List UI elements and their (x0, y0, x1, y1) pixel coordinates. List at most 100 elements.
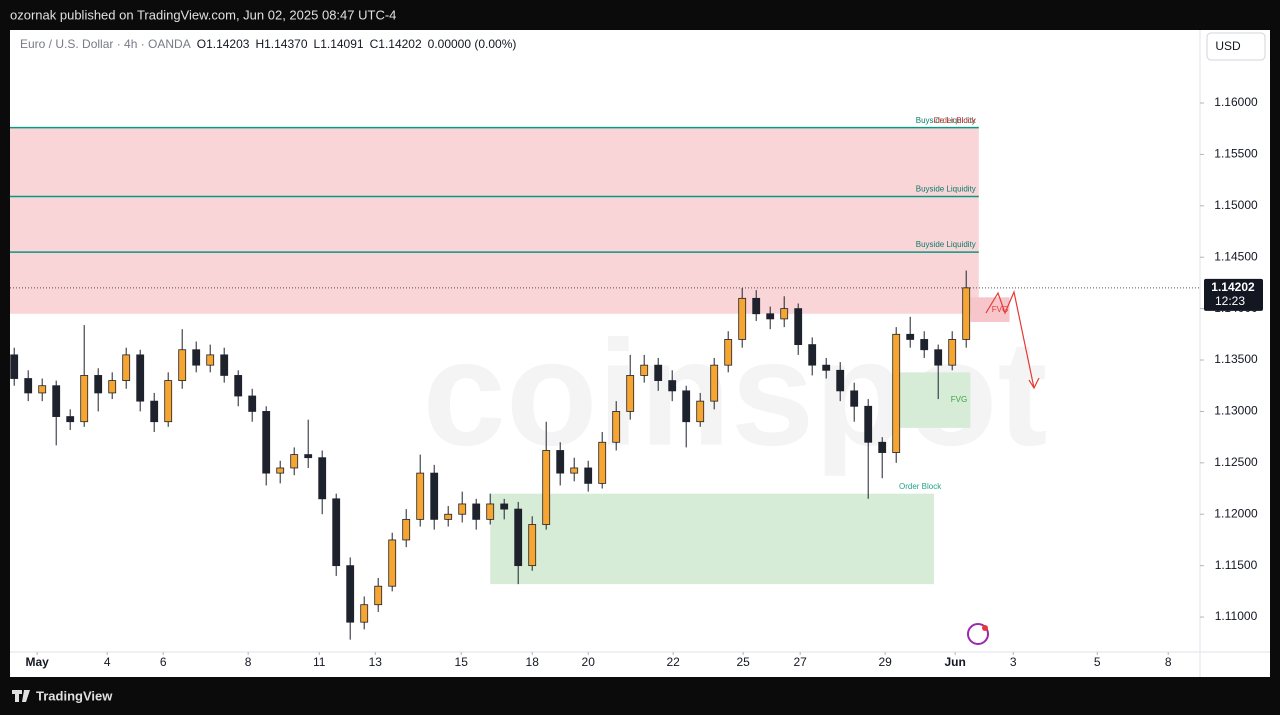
candle-body (920, 339, 929, 351)
candle-body (962, 287, 971, 340)
projection-arrow (985, 290, 1035, 389)
x-tick-label: 25 (737, 655, 751, 669)
candle-body (262, 411, 271, 474)
candle-body (738, 297, 747, 340)
ohlc-value: 1.14091 (320, 37, 364, 51)
candle-body (234, 375, 243, 397)
candle-body (514, 508, 523, 567)
candle-body (52, 385, 61, 417)
candle-body (136, 354, 145, 402)
alert-icon[interactable] (967, 623, 989, 645)
candle-body (598, 441, 607, 484)
candle-body (500, 503, 509, 510)
x-tick-label: 15 (455, 655, 469, 669)
x-tick-label: 8 (245, 655, 252, 669)
ohlc-value: 1.14203 (206, 37, 250, 51)
level-label: Buyside Liquidity (916, 240, 976, 249)
candle-body (332, 498, 341, 567)
candle-body (66, 416, 75, 423)
candle-body (472, 503, 481, 520)
candle-body (724, 339, 733, 366)
arrow-head (1028, 377, 1040, 390)
y-tick-label: 1.12500 (1214, 455, 1258, 469)
candle-body (192, 349, 201, 366)
candle-body (206, 354, 215, 366)
candle-body (150, 400, 159, 423)
candle-body (458, 503, 467, 515)
x-tick-label: 8 (1165, 655, 1172, 669)
candle-body (80, 375, 89, 423)
x-tick-label: 4 (104, 655, 111, 669)
candle-body (542, 450, 551, 525)
y-tick-label: 1.13500 (1214, 352, 1258, 366)
x-tick-label: May (25, 655, 49, 669)
x-tick-label: Jun (944, 655, 965, 669)
candle-body (248, 395, 257, 412)
currency[interactable]: USD (1215, 39, 1241, 53)
zone (490, 493, 934, 585)
candle-body (304, 454, 313, 459)
x-tick-label: 29 (878, 655, 892, 669)
candle-body (346, 565, 355, 623)
level-label: Buyside Liquidity (916, 116, 976, 125)
y-tick-label: 1.12000 (1214, 506, 1258, 520)
alert-dot (982, 625, 988, 631)
candle-body (654, 364, 663, 381)
candle-body (528, 524, 537, 567)
x-tick-label: 20 (582, 655, 596, 669)
candle-body (640, 364, 649, 376)
candle-body (892, 333, 901, 453)
candle-body (164, 380, 173, 423)
candle-body (864, 405, 873, 443)
price-tag-label: 1.14202 (1211, 280, 1255, 294)
candle-body (38, 385, 47, 394)
candle-body (570, 467, 579, 474)
candle-body (416, 472, 425, 520)
candle-body (794, 308, 803, 345)
price-tag (1204, 278, 1263, 311)
candle-body (612, 411, 621, 443)
candle-body (696, 400, 705, 423)
change: 0.00000 (0.00%) (428, 37, 517, 51)
candle-body (486, 503, 495, 520)
candle-body (402, 518, 411, 541)
candle-body (906, 333, 915, 340)
candle-body (668, 380, 677, 392)
candle-body (822, 364, 831, 371)
candle-body (948, 339, 957, 366)
ohlc-key: C (370, 37, 379, 51)
y-tick-label: 1.13000 (1214, 404, 1258, 418)
candle-body (318, 457, 327, 500)
level-label: Buyside Liquidity (916, 185, 976, 194)
y-tick-label: 1.15000 (1214, 198, 1258, 212)
zone-label: FVG (951, 395, 967, 404)
y-tick-label: 1.11500 (1215, 558, 1258, 572)
candle-body (360, 604, 369, 623)
candle-body (752, 297, 761, 315)
y-tick-label: 1.16000 (1214, 95, 1258, 109)
x-tick-label: 3 (1010, 655, 1017, 669)
zone (10, 127, 979, 314)
candle-body (94, 375, 103, 394)
ohlc-key: L (314, 37, 321, 51)
candle-body (878, 441, 887, 453)
ohlc-key: O (197, 37, 206, 51)
candle-body (808, 344, 817, 366)
candle-body (276, 467, 285, 474)
candle-body (836, 369, 845, 392)
candle-body (178, 349, 187, 381)
zone-label: Order Block (899, 482, 942, 491)
candle-body (374, 585, 383, 606)
legend: Euro / U.S. Dollar · 4h · OANDA O1.14203 H… (20, 37, 516, 51)
candle-body (626, 375, 635, 412)
zone-label: FVG (992, 305, 1008, 314)
candle-body (10, 354, 19, 379)
x-tick-label: 18 (526, 655, 540, 669)
currency-button[interactable] (1206, 32, 1266, 61)
x-tick-label: 6 (160, 655, 167, 669)
countdown: 12:23 (1215, 294, 1245, 308)
y-tick-label: 1.11000 (1215, 609, 1258, 623)
candle-body (710, 364, 719, 402)
